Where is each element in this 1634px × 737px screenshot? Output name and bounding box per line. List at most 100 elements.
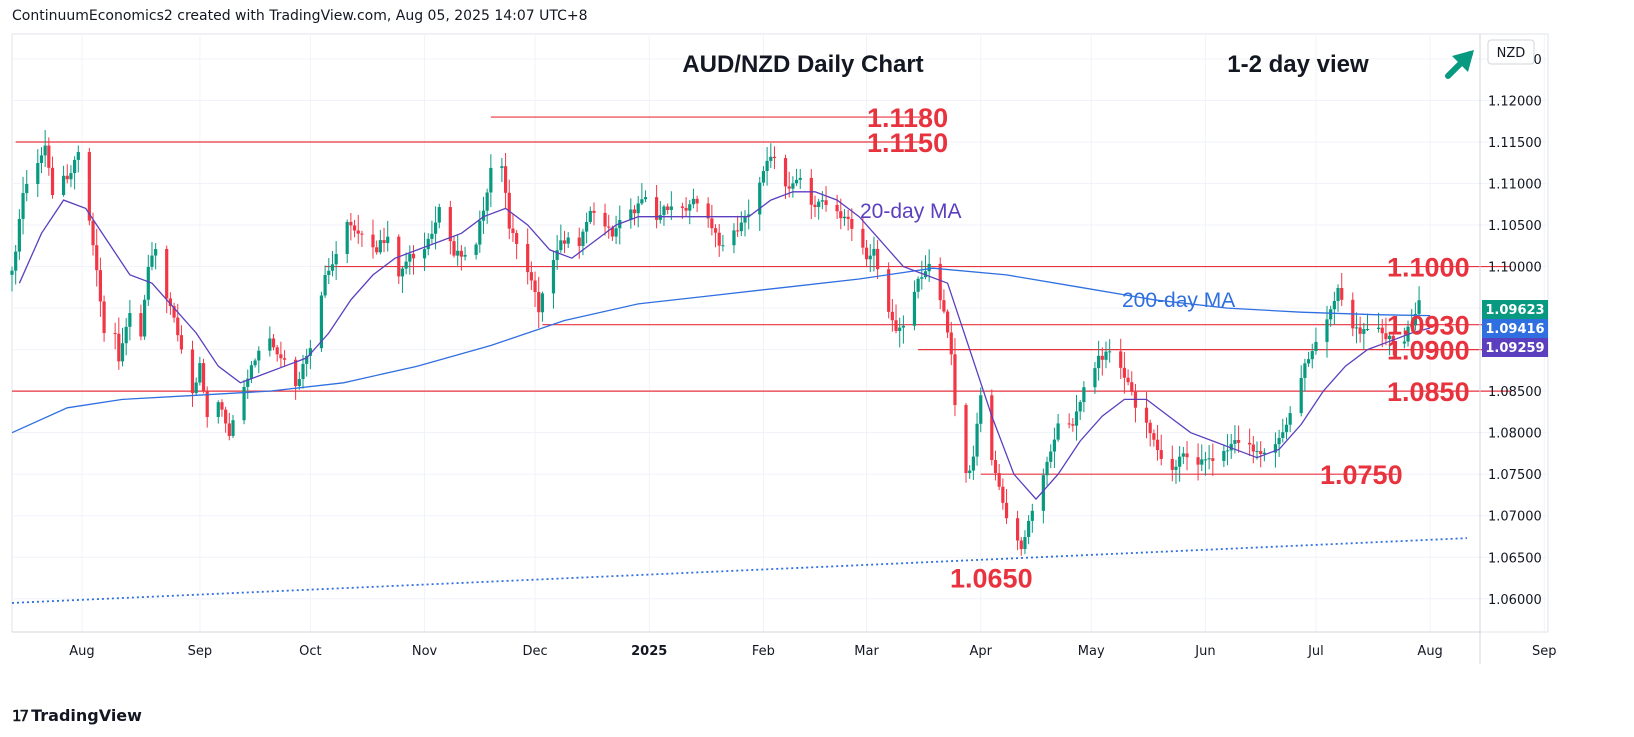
candle-body [669,206,673,210]
candle-body [10,270,14,275]
candle [864,240,869,267]
candle [481,196,486,234]
candle-body [861,228,865,248]
candle [294,356,298,400]
candle-body [168,298,172,307]
ma200-label: 200-day MA [1122,289,1235,312]
candle-body [765,160,769,172]
candle-body [1259,450,1263,454]
candle-body [666,206,670,210]
candle [511,213,515,242]
candle-body [769,156,773,161]
candle-body [559,240,563,251]
candle [1159,434,1163,466]
candle-body [1288,413,1292,425]
candle-body [301,363,305,380]
candle-body [382,240,386,244]
candle-body [717,232,721,246]
candle-body [61,175,66,196]
candle [371,219,375,259]
y-tick-label: 1.07500 [1488,468,1542,483]
candle-body [43,145,47,156]
candle [1299,365,1303,417]
candle-body [761,171,766,183]
candle-body [503,166,508,193]
x-tick-label: Feb [752,644,775,659]
candle-body [1152,433,1156,440]
candle [1248,428,1252,456]
candle [1104,341,1108,369]
candle [566,232,570,249]
candle-body [713,228,718,233]
candle [618,205,622,245]
candle [1133,383,1138,423]
candle-body [430,233,434,239]
candle [975,412,979,466]
candle-body [979,395,983,424]
candle [916,276,920,299]
candle [485,188,489,224]
candle-body [839,211,843,219]
candle-body [249,365,254,379]
tradingview-logo[interactable]: 𝟣𝟩 TradingView [12,706,142,725]
candle-body [294,359,298,386]
candle [1097,340,1101,381]
up-arrow-icon [1445,50,1474,79]
candle [1119,338,1123,379]
candle [1306,351,1311,367]
candle-body [876,248,880,270]
candle-body [997,473,1001,487]
candle-body [98,270,103,302]
candle-body [1144,407,1149,423]
candle [113,322,117,350]
chart-title: AUD/NZD Daily Chart [682,51,923,78]
candle-body [1277,437,1281,445]
candle-body [1041,475,1045,511]
candle-body [1299,377,1303,414]
candle-body [433,222,438,234]
candle [139,304,143,341]
candle-body [352,225,357,231]
candle-body [305,355,309,364]
axes: 1.06000 1.06500 1.07000 1.07500 1.08000 1.085… [12,34,1557,664]
candle [430,220,434,244]
candle [1019,537,1023,556]
candle [743,210,747,237]
candle-body [739,222,743,232]
candle [10,266,14,292]
candle [968,465,972,479]
candle [898,317,902,348]
candle-body [1314,341,1318,352]
candle-body [463,254,467,257]
y-tick-label: 1.06000 [1488,593,1542,608]
candle-body [938,263,942,301]
candle-body [743,215,747,223]
candle-body [898,327,902,331]
candle-body [400,268,405,277]
candle [150,242,154,271]
candle [345,219,349,264]
candle [526,228,530,285]
candle-body [1236,440,1241,443]
candle [562,230,567,254]
trendline-layer [11,537,1468,604]
candle [684,197,688,217]
candle [231,414,235,439]
candle [1229,433,1233,459]
candle-body [1071,424,1075,426]
candle-body [452,241,456,256]
candle [710,204,714,236]
candle [640,183,644,206]
candle-body [820,200,824,202]
candle-body [912,291,917,326]
candle-body [1122,367,1127,378]
candle-body [73,159,77,174]
candle-body [846,216,850,219]
candle-body [640,199,644,204]
candle [990,389,994,466]
candle [146,254,150,306]
candle-body [411,253,416,259]
candle-body [813,204,817,208]
candle [1310,343,1314,369]
